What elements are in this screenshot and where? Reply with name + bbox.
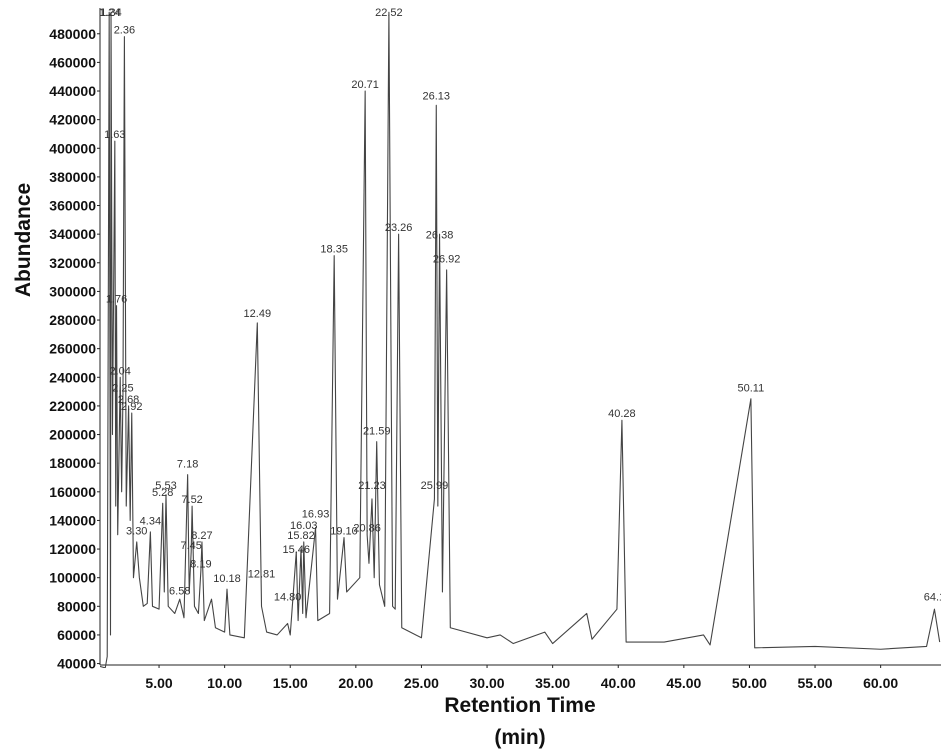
peak-label: 26.38 bbox=[426, 229, 454, 241]
peak-label: 23.26 bbox=[385, 222, 413, 234]
y-tick-label: 320000 bbox=[49, 255, 96, 271]
peak-label: 26.13 bbox=[423, 90, 451, 102]
peak-label: 7.18 bbox=[177, 458, 198, 470]
peak-label: 18.35 bbox=[320, 244, 348, 256]
y-tick-label: 340000 bbox=[49, 226, 96, 242]
y-tick-label: 440000 bbox=[49, 83, 96, 99]
x-tick-label: 30.00 bbox=[470, 675, 505, 691]
peak-label: 7.45 bbox=[180, 540, 201, 552]
y-tick-label: 80000 bbox=[57, 598, 96, 614]
x-axis-title: Retention Time bbox=[444, 694, 595, 717]
y-tick-label: 220000 bbox=[49, 398, 96, 414]
y-tick-label: 400000 bbox=[49, 140, 96, 156]
peak-label: 4.34 bbox=[140, 516, 161, 528]
peak-label: 14.80 bbox=[274, 591, 302, 603]
peak-label: 1.76 bbox=[106, 294, 127, 306]
peak-label: 3.30 bbox=[126, 526, 147, 538]
peak-label: 22.52 bbox=[375, 7, 403, 19]
y-tick-label: 160000 bbox=[49, 484, 96, 500]
peak-label: 2.04 bbox=[109, 365, 130, 377]
plot-area bbox=[100, 11, 941, 668]
y-tick-label: 120000 bbox=[49, 541, 96, 557]
peak-label: 6.58 bbox=[169, 586, 190, 598]
x-tick-label: 25.00 bbox=[404, 675, 439, 691]
peak-label: 8.27 bbox=[191, 530, 212, 542]
peak-label: 2.25 bbox=[112, 382, 133, 394]
y-tick-label: 200000 bbox=[49, 427, 96, 443]
trace-line bbox=[100, 11, 941, 668]
peak-label: 5.28 bbox=[152, 487, 173, 499]
x-tick-label: 20.00 bbox=[338, 675, 373, 691]
y-tick-label: 300000 bbox=[49, 283, 96, 299]
peak-label: 15.82 bbox=[287, 530, 315, 542]
peak-label: 12.81 bbox=[248, 569, 276, 581]
x-tick-label: 50.00 bbox=[732, 675, 767, 691]
x-tick-label: 15.00 bbox=[273, 675, 308, 691]
y-tick-label: 60000 bbox=[57, 627, 96, 643]
peak-label: 1.34 bbox=[100, 7, 121, 19]
peak-label: 12.49 bbox=[244, 308, 272, 320]
y-tick-label: 240000 bbox=[49, 369, 96, 385]
peak-label: 1.63 bbox=[104, 129, 125, 141]
x-tick-label: 60.00 bbox=[863, 675, 898, 691]
y-tick-label: 360000 bbox=[49, 198, 96, 214]
peak-label: 50.11 bbox=[738, 382, 765, 394]
y-tick-label: 460000 bbox=[49, 54, 96, 70]
y-tick-label: 180000 bbox=[49, 455, 96, 471]
y-axis-title: Abundance bbox=[12, 183, 35, 297]
peak-label: 20.86 bbox=[353, 523, 381, 535]
y-tick-label: 380000 bbox=[49, 169, 96, 185]
peak-label: 8.19 bbox=[190, 559, 211, 571]
peak-label: 1.24 bbox=[99, 7, 120, 19]
y-tick-label: 280000 bbox=[49, 312, 96, 328]
peak-label: 7.52 bbox=[181, 494, 202, 506]
peak-label: 26.92 bbox=[433, 254, 461, 266]
y-tick-label: 140000 bbox=[49, 512, 96, 528]
peak-label: 21.23 bbox=[358, 480, 386, 492]
peak-label: 2.68 bbox=[118, 394, 139, 406]
y-tick-label: 100000 bbox=[49, 570, 96, 586]
y-tick-label: 40000 bbox=[57, 656, 96, 672]
y-tick-label: 260000 bbox=[49, 341, 96, 357]
peak-label: 40.28 bbox=[608, 408, 636, 420]
peak-label: 19.10 bbox=[330, 526, 358, 538]
x-tick-label: 35.00 bbox=[535, 675, 570, 691]
peak-label: 2.92 bbox=[121, 401, 142, 413]
peak-label: 25.99 bbox=[421, 480, 449, 492]
x-axis-unit: (min) bbox=[494, 726, 545, 749]
peak-label: 16.93 bbox=[302, 508, 330, 520]
x-tick-label: 10.00 bbox=[207, 675, 242, 691]
peak-label: 2.36 bbox=[114, 25, 135, 37]
x-tick-label: 5.00 bbox=[145, 675, 172, 691]
peak-label: 5.53 bbox=[155, 480, 176, 492]
x-tick-label: 40.00 bbox=[601, 675, 636, 691]
peak-label: 16.03 bbox=[290, 520, 318, 532]
y-tick-label: 420000 bbox=[49, 112, 96, 128]
x-tick-label: 55.00 bbox=[798, 675, 833, 691]
peak-label: 21.59 bbox=[363, 425, 391, 437]
x-tick-label: 45.00 bbox=[666, 675, 701, 691]
peak-label: 20.71 bbox=[351, 79, 379, 91]
peak-label: 10.18 bbox=[213, 573, 241, 585]
peak-label: 64.1 bbox=[924, 591, 941, 603]
peak-label: 15.46 bbox=[283, 544, 311, 556]
y-tick-label: 480000 bbox=[49, 26, 96, 42]
